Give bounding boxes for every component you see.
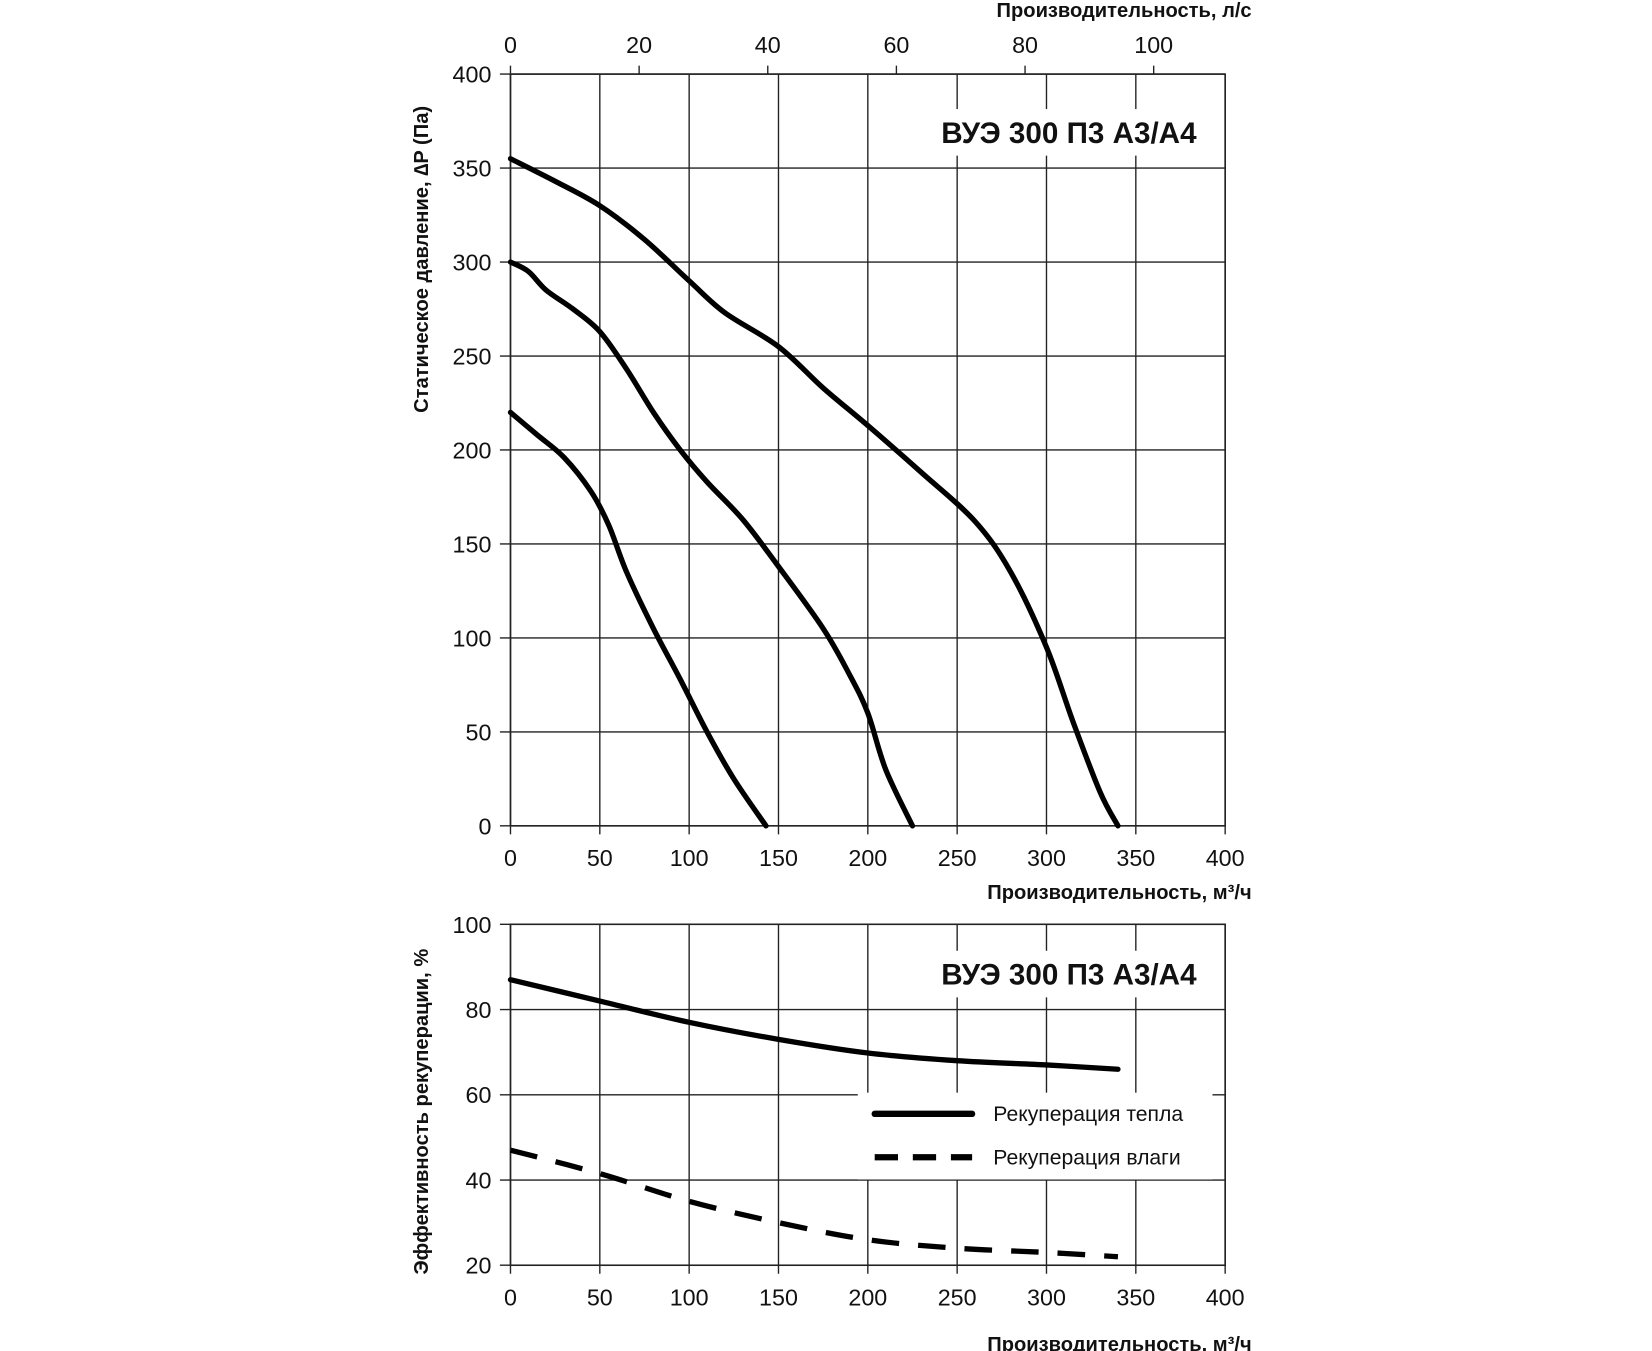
x-tick-label: 100 xyxy=(670,845,709,871)
top-x-axis-label: Производительность, л/с xyxy=(997,0,1252,22)
y-axis-label-pressure: Статическое давление, ∆P (Па) xyxy=(411,106,433,413)
y-tick-label: 100 xyxy=(453,625,492,651)
x-tick-label: 150 xyxy=(759,845,798,871)
x-tick-label: 0 xyxy=(504,845,517,871)
top-x-tick-label: 80 xyxy=(1012,32,1038,58)
efficiency-chart: 0 50 100 150 200 250 300 350 400 20 40 60 80 100 ВУЭ 3… xyxy=(453,912,1245,1311)
top-x-tick-label: 20 xyxy=(626,32,652,58)
series-line-0 xyxy=(507,409,769,829)
y-tick-label: 150 xyxy=(453,531,492,557)
x-tick-label: 400 xyxy=(1206,845,1245,871)
y-tick-label: 0 xyxy=(478,813,491,839)
series-line-1 xyxy=(509,1147,1119,1260)
x-tick-label: 50 xyxy=(587,1284,613,1310)
legend-background xyxy=(857,1092,1213,1180)
y-tick-label: 400 xyxy=(453,62,492,88)
chart-title: ВУЭ 300 П3 А3/А4 xyxy=(941,117,1197,150)
series-line-1 xyxy=(507,259,916,829)
title-background xyxy=(912,950,1208,998)
x-tick-label: 200 xyxy=(848,845,887,871)
y-tick-label: 200 xyxy=(453,437,492,463)
top-x-tick-label: 100 xyxy=(1134,32,1173,58)
legend-label: Рекуперация влаги xyxy=(993,1147,1180,1170)
x-tick-label: 300 xyxy=(1027,845,1066,871)
legend-label: Рекуперация тепла xyxy=(993,1103,1183,1126)
x-tick-label: 350 xyxy=(1116,845,1155,871)
y-tick-label: 40 xyxy=(466,1167,492,1193)
x-tick-label: 250 xyxy=(938,1284,977,1310)
series-line-2 xyxy=(507,156,1121,829)
y-axis-label-efficiency: Эффективность рекуперации, % xyxy=(411,949,433,1275)
x-tick-label: 100 xyxy=(670,1284,709,1310)
y-tick-label: 350 xyxy=(453,156,492,182)
x-tick-label: 150 xyxy=(759,1284,798,1310)
top-x-tick-label: 0 xyxy=(504,32,517,58)
chart-title: ВУЭ 300 П3 А3/А4 xyxy=(941,959,1197,992)
x-axis-label-efficiency: Производительность, м³/ч xyxy=(987,1334,1251,1351)
y-tick-label: 300 xyxy=(453,250,492,276)
x-tick-label: 350 xyxy=(1116,1284,1155,1310)
x-tick-label: 0 xyxy=(504,1284,517,1310)
x-tick-label: 50 xyxy=(587,845,613,871)
top-x-tick-label: 60 xyxy=(883,32,909,58)
y-tick-label: 100 xyxy=(453,912,492,938)
title-background xyxy=(912,109,1208,156)
y-tick-label: 20 xyxy=(466,1253,492,1279)
pressure-chart: 0 50 100 150 200 250 300 350 4000501001502002503… xyxy=(453,32,1245,871)
x-tick-label: 200 xyxy=(848,1284,887,1310)
y-tick-label: 80 xyxy=(466,997,492,1023)
x-axis-label-pressure: Производительность, м³/ч xyxy=(987,882,1251,904)
y-tick-label: 50 xyxy=(466,719,492,745)
x-tick-label: 300 xyxy=(1027,1284,1066,1310)
top-x-tick-label: 40 xyxy=(755,32,781,58)
x-tick-label: 250 xyxy=(938,845,977,871)
series-line-0 xyxy=(507,977,1121,1072)
y-tick-label: 60 xyxy=(466,1082,492,1108)
y-tick-label: 250 xyxy=(453,343,492,369)
x-tick-label: 400 xyxy=(1206,1284,1245,1310)
